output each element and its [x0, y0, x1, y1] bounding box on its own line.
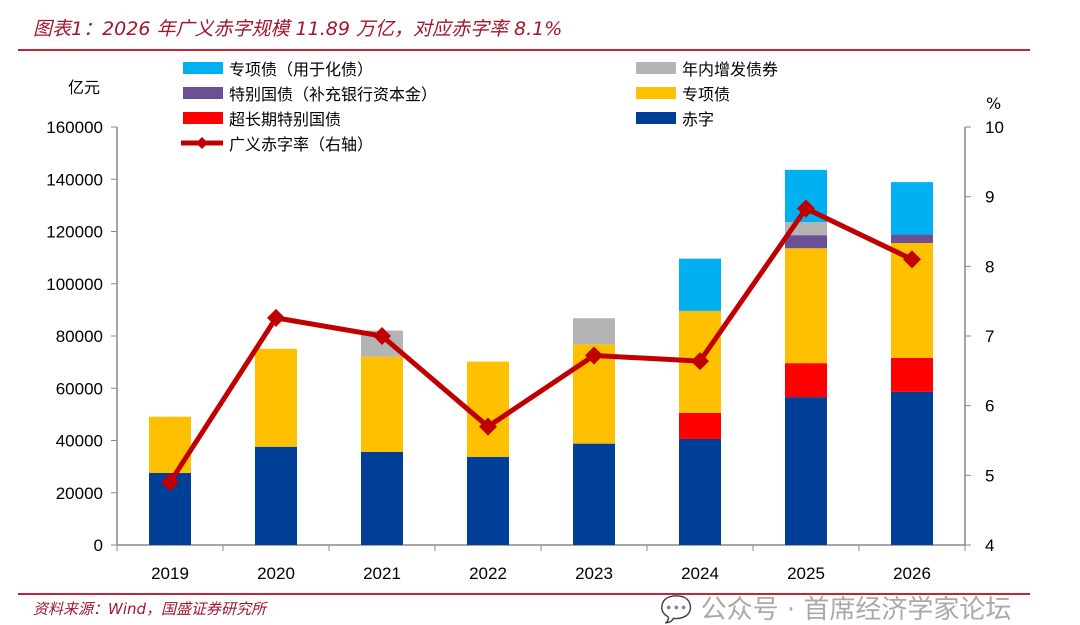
bar-segment: [785, 248, 827, 364]
deficit-rate-point: [797, 199, 815, 218]
legend-label: 广义赤字率（右轴）: [229, 135, 373, 154]
legend-label: 赤字: [682, 110, 714, 129]
x-tick-label: 2024: [681, 564, 719, 583]
bar-segment: [785, 363, 827, 398]
legend-label: 年内增发债券: [682, 60, 778, 79]
bar-segment: [679, 258, 721, 311]
left-tick-label: 160000: [46, 118, 103, 137]
bar-segment: [785, 235, 827, 249]
bar-segment: [255, 348, 297, 447]
left-tick-label: 0: [94, 536, 103, 555]
legend-swatch: [636, 87, 676, 99]
legend-swatch: [183, 87, 223, 99]
deficit-rate-point: [161, 473, 179, 492]
bar-segment: [467, 361, 509, 457]
legend-swatch: [183, 112, 223, 124]
right-tick-label: 7: [985, 327, 994, 346]
legend-swatch: [183, 62, 223, 74]
legend-label: 专项债: [682, 85, 730, 104]
right-tick-label: 5: [985, 466, 994, 485]
legend-swatch: [636, 112, 676, 124]
x-tick-label: 2023: [575, 564, 613, 583]
legend-label: 超长期特别国债: [229, 110, 341, 129]
source-note: 资料来源：Wind，国盛证券研究所: [33, 600, 267, 618]
y-axis-label: 亿元: [68, 78, 100, 97]
title-divider: [18, 49, 1030, 51]
bar-segment: [573, 443, 615, 545]
left-tick-label: 80000: [56, 327, 103, 346]
bar-segment: [785, 397, 827, 545]
y-axis-right-label: %: [986, 94, 1001, 113]
x-tick-label: 2025: [787, 564, 825, 583]
bar-segment: [361, 451, 403, 545]
watermark-text: 公众号 · 首席经济学家论坛: [700, 595, 1012, 625]
chart-title: 图表1：2026 年广义赤字规模 11.89 万亿，对应赤字率 8.1%: [33, 18, 563, 40]
bar-segment: [149, 416, 191, 473]
deficit-rate-point: [267, 308, 285, 327]
right-tick-label: 8: [985, 257, 994, 276]
bar-segment: [255, 446, 297, 545]
deficit-rate-point: [479, 417, 497, 436]
bar-segment: [679, 438, 721, 545]
watermark: 💬 公众号 · 首席经济学家论坛: [660, 597, 1011, 624]
wechat-icon: 💬: [660, 595, 693, 625]
deficit-rate-point: [373, 327, 391, 345]
right-tick-label: 9: [985, 188, 994, 207]
left-tick-label: 140000: [46, 170, 103, 189]
left-tick-label: 20000: [56, 484, 103, 503]
legend-swatch-marker: [196, 137, 208, 149]
legend-swatch: [636, 62, 676, 74]
deficit-rate-line: [167, 206, 914, 484]
x-tick-label: 2022: [469, 564, 507, 583]
left-tick-label: 100000: [46, 275, 103, 294]
left-tick-label: 40000: [56, 432, 103, 451]
bar-segment: [467, 456, 509, 545]
bar-segment: [573, 318, 615, 345]
bar-segment: [891, 357, 933, 392]
legend-label: 特别国债（补充银行资本金）: [229, 85, 437, 104]
x-tick-label: 2021: [363, 564, 401, 583]
deficit-rate-point: [585, 346, 603, 365]
left-tick-label: 120000: [46, 223, 103, 242]
x-tick-label: 2019: [151, 564, 189, 583]
bar-segment: [891, 391, 933, 545]
source-divider: [18, 593, 1030, 595]
bar-segment: [891, 234, 933, 243]
bar-segment: [679, 412, 721, 439]
right-tick-label: 10: [985, 118, 1004, 137]
right-tick-label: 4: [985, 536, 994, 555]
deficit-rate-point: [903, 250, 921, 269]
deficit-rate-point: [691, 352, 709, 371]
legend-label: 专项债（用于化债）: [229, 60, 373, 79]
left-tick-label: 60000: [56, 379, 103, 398]
x-tick-label: 2026: [893, 564, 931, 583]
x-tick-label: 2020: [257, 564, 295, 583]
bar-segment: [891, 182, 933, 235]
bar-segment: [361, 356, 403, 452]
right-tick-label: 6: [985, 397, 994, 416]
